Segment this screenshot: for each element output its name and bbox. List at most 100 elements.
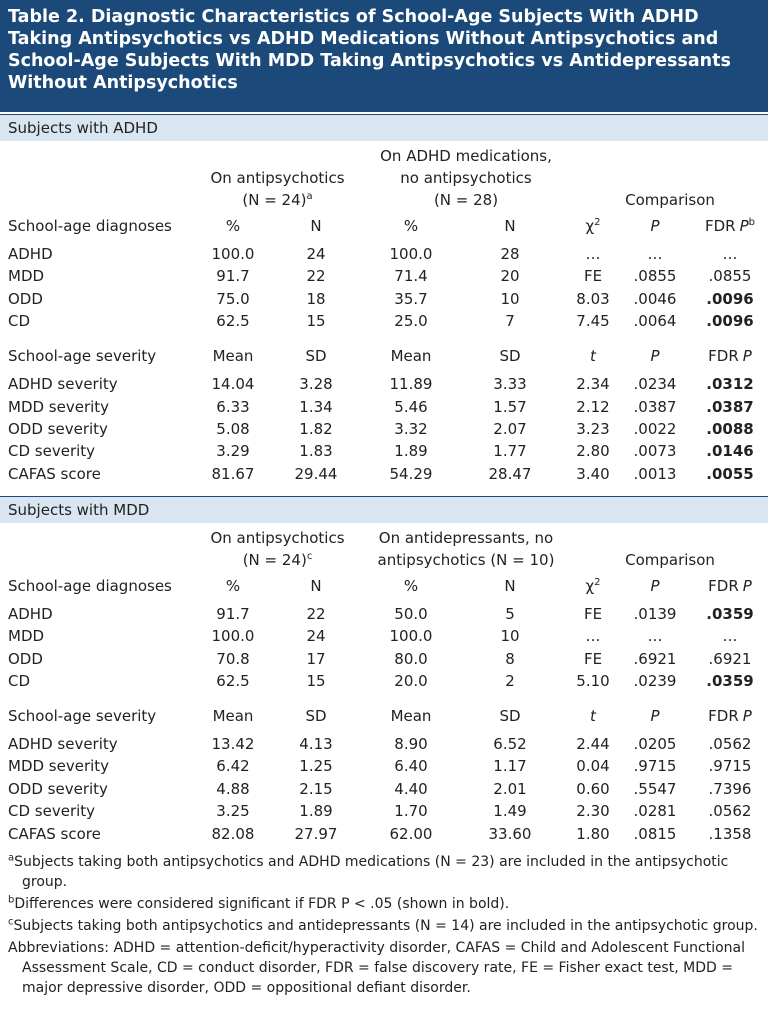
table-cell: .0046	[633, 289, 677, 308]
column-header-text: N	[504, 217, 516, 235]
table-cell: 1.83	[299, 442, 333, 461]
table-cell: 1.89	[299, 802, 333, 821]
table-cell: 1.57	[493, 397, 527, 416]
column-header: SD	[450, 705, 570, 727]
table-cell: .0205	[633, 735, 677, 753]
column-header-text: P	[650, 707, 660, 725]
table-cell: 6.33	[216, 397, 250, 416]
table-cell: .0387	[706, 397, 754, 416]
table-cell: .0055	[706, 464, 754, 483]
footnote-text: Subjects taking both antipsychotics and …	[14, 853, 729, 890]
row-label: MDD severity	[8, 397, 110, 416]
table-cell: 24	[306, 627, 326, 646]
group-header: Comparison	[570, 549, 768, 571]
table-cell: .0234	[633, 375, 677, 394]
table-cell: 0.04	[576, 757, 610, 776]
table-cell: 18	[306, 289, 326, 308]
table-cell: 35.7	[394, 289, 428, 308]
table-cell: .1358	[708, 824, 752, 843]
column-header: FDR P	[670, 575, 768, 597]
column-header: Mean	[351, 345, 471, 367]
table-cell: 17	[306, 649, 326, 668]
table-cell: 54.29	[389, 464, 433, 483]
column-header: Mean	[173, 345, 293, 367]
table-cell: 6.40	[394, 757, 428, 776]
row-label: CAFAS score	[8, 824, 101, 843]
section-heading: Subjects with ADHD	[0, 114, 768, 141]
table-cell: 6.52	[493, 735, 527, 753]
group-header-text: (N = 24)	[242, 550, 307, 569]
column-header-text: SD	[499, 707, 521, 725]
column-header-text: SD	[305, 707, 327, 725]
row-label: MDD	[8, 627, 45, 646]
footnote-mark: c	[306, 550, 313, 562]
group-header-text: On antipsychotics	[210, 528, 345, 547]
table-cell: .6921	[633, 649, 677, 668]
table-cell: 7.45	[576, 312, 610, 331]
table-cell: 20	[500, 267, 520, 286]
column-header: FDR P	[670, 705, 768, 727]
table-cell: 81.67	[211, 464, 255, 483]
table-cell: .7396	[708, 779, 752, 798]
column-header-text: t	[590, 347, 596, 366]
group-header-text: On antidepressants, no	[378, 528, 554, 547]
row-label: CD	[8, 672, 31, 690]
group-header-text: On antipsychotics	[210, 169, 345, 187]
column-header: Mean	[351, 705, 471, 727]
group-header: On antidepressants, no	[366, 527, 566, 549]
table-cell: .0022	[633, 420, 677, 438]
column-header-text: %	[225, 576, 241, 595]
column-header-text: School-age diagnoses	[8, 217, 172, 235]
table-cell: …	[722, 245, 738, 263]
table-cell: …	[585, 245, 601, 263]
row-label: ADHD severity	[8, 375, 118, 394]
footnote-mark: c	[8, 915, 14, 927]
column-header-text: Mean	[212, 347, 254, 366]
table-cell: 1.49	[493, 802, 527, 821]
column-header-text: FDR	[708, 707, 739, 725]
section-heading: Subjects with MDD	[0, 495, 768, 523]
table-cell: 8	[505, 649, 515, 668]
table-cell: 62.5	[216, 312, 250, 331]
table-cell: .0064	[633, 312, 677, 331]
row-label: ODD	[8, 289, 43, 308]
group-header-text: (N = 28)	[433, 191, 499, 209]
table-cell: 13.42	[211, 735, 255, 753]
table-cell: 8.90	[394, 735, 428, 753]
column-header-text: FDR	[708, 347, 739, 366]
column-header: P	[595, 705, 715, 727]
table-cell: 100.0	[389, 627, 433, 646]
group-header: On antipsychotics	[178, 527, 378, 549]
group-header: (N = 28)	[366, 189, 566, 211]
row-label: ODD	[8, 649, 43, 668]
column-header-italic: P	[739, 217, 749, 235]
table-cell: .9715	[633, 757, 677, 776]
group-header-text: no antipsychotics	[400, 169, 532, 187]
column-header: School-age diagnoses	[8, 215, 172, 237]
column-header-text: P	[650, 576, 660, 595]
column-header-text: N	[310, 576, 322, 595]
table-cell: 100.0	[211, 627, 255, 646]
table-cell: 2.12	[576, 397, 610, 416]
table-cell: .5547	[633, 779, 677, 798]
row-label: ADHD	[8, 604, 53, 623]
table-cell: 75.0	[216, 289, 250, 308]
column-header: SD	[256, 705, 376, 727]
column-header-text: School-age severity	[8, 707, 157, 725]
table-cell: 62.00	[389, 824, 433, 843]
table-cell: 5.08	[216, 420, 250, 438]
table-cell: 1.25	[299, 757, 333, 776]
table-cell: 91.7	[216, 267, 250, 286]
table-cell: 5.46	[394, 397, 428, 416]
table-cell: .6921	[708, 649, 752, 668]
table-cell: .0562	[708, 802, 752, 821]
table-cell: 5	[505, 604, 515, 623]
table-cell: 1.17	[493, 757, 527, 776]
column-header: SD	[256, 345, 376, 367]
table-cell: 22	[306, 267, 326, 286]
column-header-text: %	[403, 217, 419, 235]
table-cell: FE	[583, 649, 603, 668]
column-header: %	[173, 215, 293, 237]
group-header: On antipsychotics	[178, 167, 378, 189]
